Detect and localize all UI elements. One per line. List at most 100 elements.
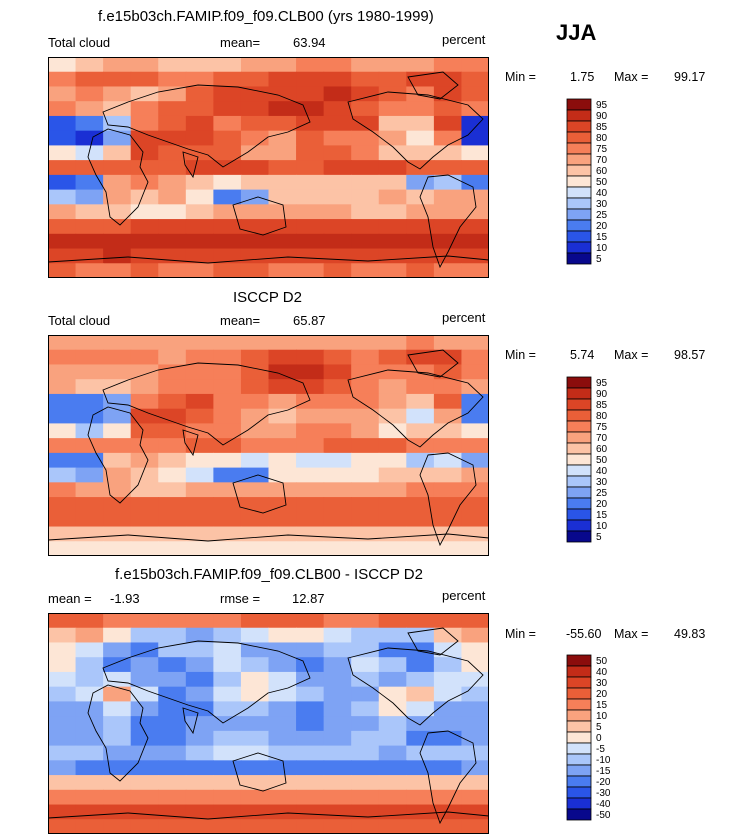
heatmap-cell <box>48 145 77 161</box>
colorbar-swatch <box>566 731 592 744</box>
colorbar-label: 40 <box>596 466 608 477</box>
heatmap-cell <box>406 789 435 806</box>
heatmap-cell <box>406 511 435 528</box>
heatmap-cell <box>158 349 187 366</box>
panel3-map <box>48 613 489 834</box>
heatmap-cell <box>268 730 297 747</box>
heatmap-cell <box>268 452 297 469</box>
colorbar-swatch <box>566 530 592 543</box>
colorbar-label: 25 <box>596 488 608 499</box>
heatmap-cell <box>240 101 270 117</box>
heatmap-cell <box>351 101 380 117</box>
heatmap-cell <box>103 174 132 191</box>
heatmap-cell <box>185 642 214 658</box>
panel2-max-label: Max = <box>614 348 649 362</box>
coastline <box>182 707 199 735</box>
heatmap-cell <box>75 613 104 629</box>
heatmap-cell <box>75 671 104 688</box>
heatmap-cell <box>433 730 463 747</box>
heatmap-cell <box>378 775 407 791</box>
heatmap-cell <box>378 642 407 658</box>
heatmap-cell <box>323 716 352 732</box>
heatmap-cell <box>213 541 242 556</box>
colorbar-label: 30 <box>596 199 608 210</box>
heatmap-cell <box>158 511 187 528</box>
heatmap-cell <box>351 671 380 688</box>
heatmap-cell <box>130 716 159 732</box>
heatmap-cell <box>296 716 325 732</box>
colorbar-label: 5 <box>596 254 602 265</box>
heatmap-cell <box>378 145 407 161</box>
heatmap-cell <box>103 701 132 717</box>
heatmap-cell <box>240 248 270 264</box>
heatmap-cell <box>378 423 407 439</box>
heatmap-cell <box>48 482 77 498</box>
heatmap-cell <box>103 526 132 542</box>
heatmap-cell <box>323 511 352 528</box>
heatmap-cell <box>268 130 297 146</box>
heatmap-cell <box>433 467 463 483</box>
coastlines <box>48 71 489 269</box>
heatmap-cell <box>158 701 187 717</box>
heatmap-cell <box>406 349 435 366</box>
heatmap-cell <box>213 686 242 702</box>
coastline <box>102 640 311 724</box>
colorbar-label: 80 <box>596 411 608 422</box>
heatmap-cell <box>213 701 242 717</box>
heatmap-cell <box>406 438 435 454</box>
colorbar-label: 50 <box>596 177 608 188</box>
heatmap-cell <box>461 145 489 161</box>
heatmap-cell <box>48 57 77 73</box>
heatmap-cell <box>461 423 489 439</box>
heatmap-cell <box>296 789 325 806</box>
heatmap-cell <box>130 745 159 761</box>
heatmap-cell <box>130 482 159 498</box>
heatmap-cell <box>103 349 132 366</box>
heatmap-cell <box>323 701 352 717</box>
colorbar-label: 40 <box>596 188 608 199</box>
heatmap-cell <box>48 71 77 88</box>
heatmap-cell <box>213 86 242 102</box>
heatmap-cell <box>213 716 242 732</box>
heatmap-cell <box>48 819 77 834</box>
heatmap-cell <box>158 364 187 380</box>
heatmap-cell <box>48 219 77 235</box>
heatmap-cell <box>461 701 489 717</box>
heatmap-cell <box>406 423 435 439</box>
heatmap-cell <box>433 627 463 644</box>
colorbar-label: -15 <box>596 766 611 777</box>
heatmap-cell <box>158 263 187 278</box>
heatmap-cell <box>296 541 325 556</box>
heatmap-cell <box>296 86 325 102</box>
heatmap-cell <box>185 497 214 513</box>
panel3-min-label: Min = <box>505 627 536 641</box>
map-frame <box>48 57 489 278</box>
heatmap-cell <box>406 379 435 395</box>
heatmap-cell <box>213 642 242 658</box>
heatmap-cell <box>185 438 214 454</box>
heatmap-cell <box>103 452 132 469</box>
heatmap-cell <box>213 71 242 88</box>
heatmap-cell <box>103 627 132 644</box>
heatmap-cell <box>461 233 489 250</box>
heatmap-cell <box>296 335 325 351</box>
heatmap-cell <box>461 686 489 702</box>
heatmap-cell <box>240 86 270 102</box>
colorbar-swatch <box>566 131 592 144</box>
heatmap-cell <box>268 760 297 776</box>
coastline <box>87 128 149 226</box>
heatmap-cell <box>296 174 325 191</box>
coastline <box>102 362 311 446</box>
heatmap-cell <box>406 335 435 351</box>
heatmap-cell <box>351 613 380 629</box>
heatmap-cell <box>461 408 489 424</box>
heatmap-cell <box>323 364 352 380</box>
heatmap-cell <box>185 364 214 380</box>
heatmap-cell <box>268 497 297 513</box>
colorbar-label: 40 <box>596 667 608 678</box>
heatmap-cell <box>406 541 435 556</box>
heatmap-cell <box>240 775 270 791</box>
colorbar-label: 5 <box>596 532 602 543</box>
colorbar-swatch <box>566 230 592 243</box>
heatmap-cell <box>213 789 242 806</box>
